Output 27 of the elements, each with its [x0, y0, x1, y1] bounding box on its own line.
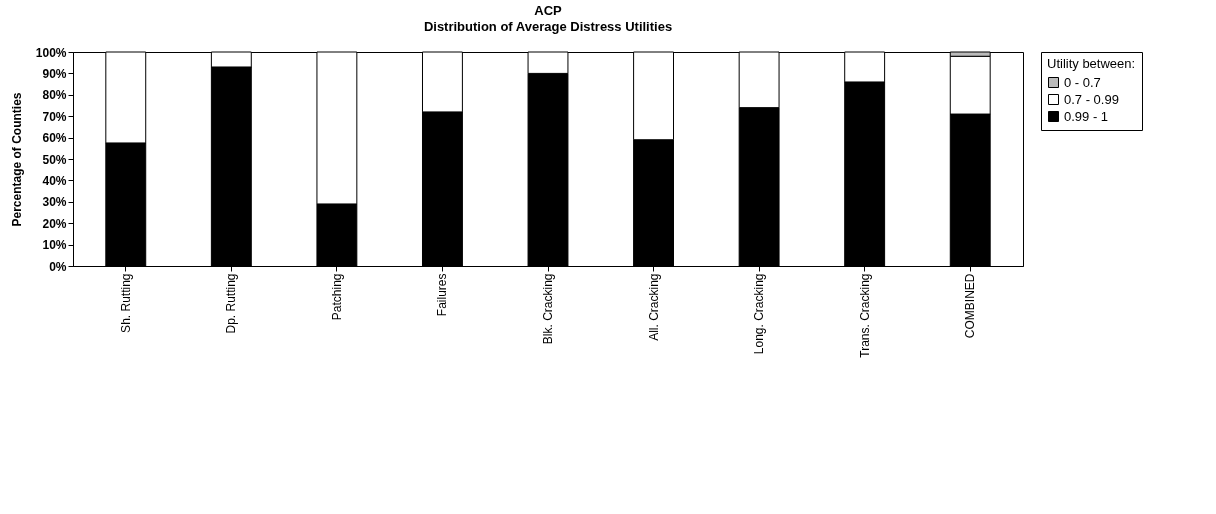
legend-label: 0.7 - 0.99 — [1064, 91, 1119, 107]
y-tick-label: 30% — [42, 195, 67, 210]
y-tick-label: 90% — [42, 66, 67, 81]
x-tick-label: Blk. Cracking — [541, 273, 555, 345]
y-tick-label: 100% — [35, 45, 67, 60]
x-tick-label: COMBINED — [963, 273, 978, 339]
legend-label: 0 - 0.7 — [1064, 74, 1101, 90]
x-tick-label: Sh. Rutting — [118, 273, 133, 333]
y-tick-label: 50% — [42, 152, 67, 167]
y-tick-label: 60% — [42, 131, 67, 146]
y-tick-label: 0% — [49, 259, 67, 274]
y-tick-label: 70% — [42, 109, 67, 124]
y-tick-label: 10% — [42, 238, 67, 253]
y-tick-label: 20% — [42, 216, 67, 231]
legend-label: 0.99 - 1 — [1064, 108, 1109, 124]
x-tick-label: Failures — [435, 273, 450, 317]
chart-title: ACP — [534, 3, 563, 18]
x-tick-label: Long. Cracking — [752, 273, 767, 355]
y-tick-label: 80% — [42, 88, 67, 103]
y-tick-label: 40% — [42, 173, 67, 188]
x-tick-label: Dp. Rutting — [224, 273, 239, 334]
chart-subtitle: Distribution of Average Distress Utilities — [423, 19, 673, 34]
y-axis-title: Percentage of Counties — [9, 92, 24, 227]
x-tick-label: All. Cracking — [646, 273, 661, 341]
legend-title: Utility between: — [1047, 56, 1136, 71]
x-tick-label: Trans. Cracking — [857, 273, 872, 358]
x-tick-label: Patching — [329, 273, 344, 321]
